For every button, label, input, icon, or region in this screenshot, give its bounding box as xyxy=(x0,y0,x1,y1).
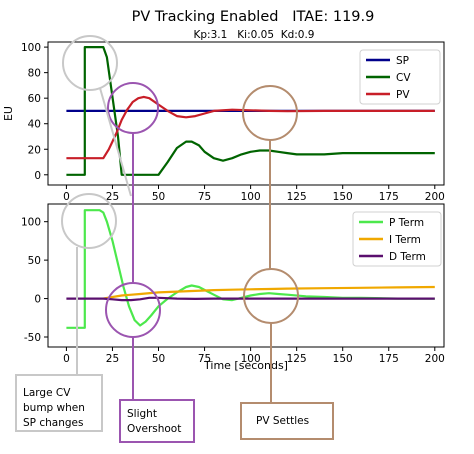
top-axes: 0 25 50 75 100 125 150 175 200 0 20 40 60 80 100 EU SP CV… xyxy=(2,41,445,203)
annotation-overlay xyxy=(61,35,299,402)
series-p-term xyxy=(66,209,435,329)
x-tick-label: 25 xyxy=(106,191,119,203)
figure-title: PV Tracking Enabled ITAE: 119.9 xyxy=(132,9,375,25)
x-tick-label: 150 xyxy=(333,191,353,203)
highlight-circle xyxy=(61,193,117,249)
series-i-term xyxy=(103,285,435,300)
bottom-axes: 0 25 50 75 100 125 150 175 200 -50 0 50 100 P Term I T… xyxy=(21,203,445,365)
y-tick-label: 0 xyxy=(34,170,41,182)
x-tick-label: 150 xyxy=(333,353,353,365)
x-tick-label: 175 xyxy=(379,353,399,365)
x-tick-label: 125 xyxy=(287,191,307,203)
callout-pv-settles: PV Settles xyxy=(240,402,334,440)
x-tick-label: 0 xyxy=(63,353,70,365)
x-tick-label: 175 xyxy=(379,191,399,203)
pid-params: Kp:3.1 Ki:0.05 Kd:0.9 xyxy=(194,29,315,41)
legend-label: I Term xyxy=(389,234,421,246)
x-tick-label: 200 xyxy=(425,191,445,203)
legend-box xyxy=(352,211,442,267)
x-axis-label: Time [seconds] xyxy=(203,359,288,372)
callout-overshoot-line2: Overshoot xyxy=(127,423,182,435)
x-tick-label: 50 xyxy=(152,353,165,365)
legend-label: PV xyxy=(396,89,410,101)
y-tick-label: 40 xyxy=(28,119,41,131)
series-cv xyxy=(66,45,435,176)
x-tick-label: 75 xyxy=(198,353,211,365)
callout-overshoot-line1: Slight xyxy=(127,408,157,420)
x-tick-label: 0 xyxy=(63,191,70,203)
x-tick-label: 200 xyxy=(425,353,445,365)
legend-label: CV xyxy=(396,72,411,84)
y-tick-label: 0 xyxy=(34,294,41,306)
x-tick-label: 75 xyxy=(198,191,211,203)
callout-pv-settles-line1: PV Settles xyxy=(256,415,310,427)
x-tick-label: 100 xyxy=(241,353,261,365)
y-tick-label: 50 xyxy=(28,255,41,267)
callout-overshoot: Slight Overshoot xyxy=(119,399,195,443)
series-pv xyxy=(66,95,435,160)
legend-label: D Term xyxy=(389,251,426,263)
x-tick-label: 125 xyxy=(287,353,307,365)
y-axis-label: EU xyxy=(2,106,15,121)
x-tick-label: 50 xyxy=(152,191,165,203)
callout-cv-bump: Large CV bump when SP changes xyxy=(15,374,103,432)
y-tick-label: 100 xyxy=(21,217,41,229)
y-tick-label: -50 xyxy=(24,332,41,344)
x-tick-label: 25 xyxy=(106,353,119,365)
legend-label: P Term xyxy=(389,217,424,229)
legend-box xyxy=(359,49,441,105)
callout-cv-bump-line3: SP changes xyxy=(23,417,84,429)
y-tick-label: 100 xyxy=(21,42,41,54)
callout-cv-bump-line2: bump when xyxy=(23,402,85,414)
x-tick-label: 100 xyxy=(241,191,261,203)
callout-cv-bump-line1: Large CV xyxy=(23,387,71,399)
connector-line xyxy=(99,87,132,197)
y-tick-label: 20 xyxy=(28,144,41,156)
highlight-circle xyxy=(62,35,118,91)
legend-label: SP xyxy=(396,55,409,67)
y-tick-label: 80 xyxy=(28,68,41,80)
y-tick-label: 60 xyxy=(28,93,41,105)
